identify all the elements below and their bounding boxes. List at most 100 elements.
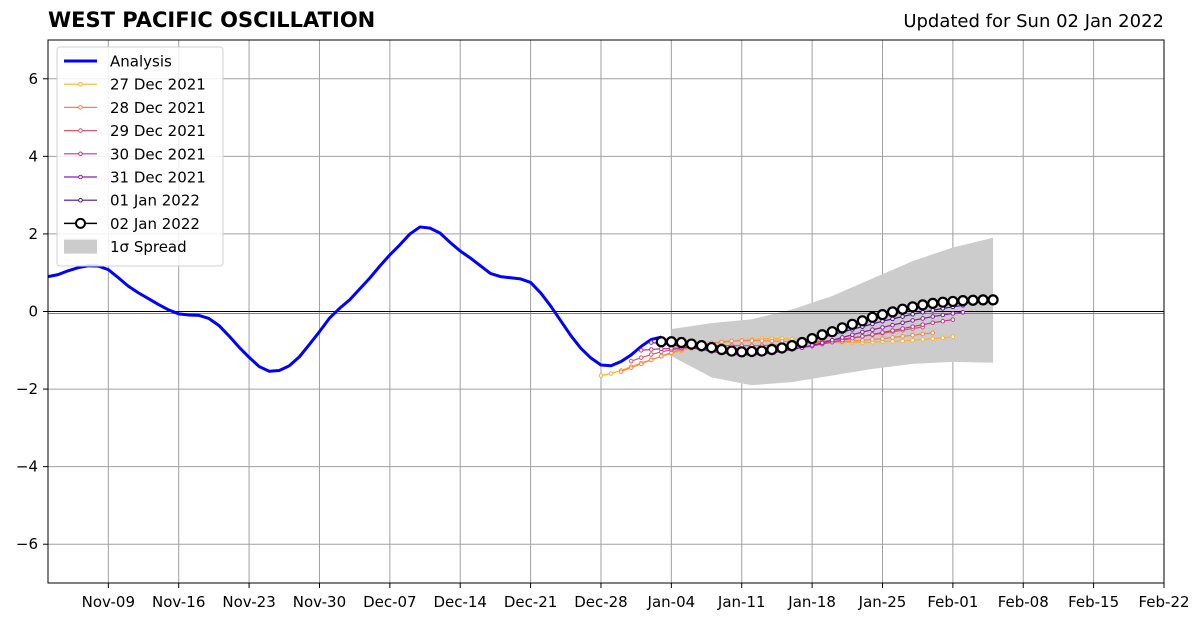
forecast-point <box>947 295 959 308</box>
forecast-point <box>907 301 919 313</box>
forecast-point <box>675 336 688 349</box>
x-tick-label: Nov-09 <box>82 593 135 611</box>
y-tick-label: 2 <box>28 225 38 243</box>
forecast-point <box>766 343 778 356</box>
x-tick-label: Feb-01 <box>927 593 978 611</box>
forecast-point <box>628 365 634 371</box>
forecast-point <box>658 346 664 352</box>
forecast-point <box>920 316 926 321</box>
forecast-point <box>927 297 939 309</box>
zero-line-layer <box>48 311 1164 314</box>
x-tick-label: Jan-18 <box>787 593 836 611</box>
forecast-point <box>648 357 654 363</box>
forecast-point <box>910 332 915 338</box>
x-tick-label: Jan-11 <box>717 593 766 611</box>
forecast-point <box>940 335 946 341</box>
forecast-point <box>759 338 765 343</box>
forecast-point <box>950 317 956 322</box>
forecast-point <box>870 337 875 342</box>
forecast-point <box>850 332 855 338</box>
forecast-point <box>856 315 868 327</box>
forecast-point <box>900 314 905 319</box>
forecast-point <box>917 299 929 311</box>
forecast-point <box>776 342 788 354</box>
forecast-point <box>910 311 915 317</box>
forecast-point <box>890 322 895 328</box>
forecast-point <box>987 294 999 306</box>
forecast-series <box>655 294 999 358</box>
legend-marker <box>78 197 83 203</box>
legend-item: 30 Dec 2021 <box>64 145 206 163</box>
forecast-point <box>930 308 936 313</box>
forecast-point <box>876 309 889 321</box>
forecast-point <box>900 338 905 344</box>
x-tick-label: Jan-25 <box>858 593 907 611</box>
forecast-point <box>736 346 748 358</box>
forecast-point <box>940 318 946 324</box>
legend-item: 28 Dec 2021 <box>64 99 206 117</box>
forecast-point <box>796 336 808 349</box>
forecast-point <box>860 334 865 339</box>
forecast-point <box>739 338 745 343</box>
x-tick-label: Jan-04 <box>647 593 696 611</box>
forecast-point <box>756 345 768 357</box>
forecast-point <box>685 338 698 350</box>
forecast-point <box>608 371 614 376</box>
forecast-point <box>769 338 775 344</box>
forecast-point <box>655 336 667 348</box>
forecast-point <box>846 318 858 330</box>
forecast-point <box>890 335 895 340</box>
legend-label: 30 Dec 2021 <box>110 145 206 163</box>
forecast-point <box>930 320 936 326</box>
x-tick-label: Dec-21 <box>504 593 558 611</box>
x-tick-label: Dec-07 <box>363 593 417 611</box>
forecast-point <box>648 352 654 357</box>
forecast-point <box>930 330 936 336</box>
forecast-point <box>819 340 825 346</box>
x-tick-label: Dec-14 <box>433 593 487 611</box>
legend-marker <box>78 105 83 110</box>
legend-label: 27 Dec 2021 <box>110 76 206 94</box>
legend-marker <box>75 217 86 229</box>
x-tick-label: Feb-15 <box>1068 593 1119 611</box>
forecast-point <box>900 334 905 339</box>
forecast-point <box>816 329 828 341</box>
chart-title: WEST PACIFIC OSCILLATION <box>48 8 376 32</box>
forecast-point <box>638 361 644 367</box>
legend-box <box>56 46 224 267</box>
forecast-point <box>957 295 969 307</box>
forecast-point <box>940 312 946 318</box>
forecast-point <box>900 326 905 331</box>
forecast-point <box>638 347 644 353</box>
forecast-point <box>806 333 818 345</box>
forecast-point <box>920 322 926 327</box>
axes-layer: Nov-09 Nov-16 Nov-23 Nov-30 Dec-07 Dec-14 Dec-… <box>16 39 1190 611</box>
forecast-point <box>880 336 885 341</box>
y-tick-label: −6 <box>16 535 38 553</box>
forecast-point <box>950 334 956 340</box>
legend-item: 31 Dec 2021 <box>64 169 206 187</box>
legend-item: 01 Jan 2022 <box>64 192 200 210</box>
forecast-point <box>749 338 755 343</box>
forecast-point <box>729 338 734 344</box>
legend-label: 1σ Spread <box>110 238 187 256</box>
forecast-point <box>826 326 838 338</box>
legend-label: 02 Jan 2022 <box>110 215 200 233</box>
legend-label: 29 Dec 2021 <box>110 122 206 140</box>
chart-subtitle: Updated for Sun 02 Jan 2022 <box>903 11 1164 32</box>
forecast-point <box>890 328 895 333</box>
forecast-point <box>719 339 724 345</box>
forecast-point <box>705 341 718 354</box>
forecast-point <box>786 340 798 352</box>
legend-item: 27 Dec 2021 <box>64 76 206 94</box>
y-tick-label: 6 <box>28 70 38 88</box>
forecast-point <box>716 343 728 356</box>
series-layer <box>47 225 999 378</box>
legend-swatch <box>64 239 97 254</box>
legend-marker <box>78 128 83 133</box>
forecast-point <box>920 331 926 337</box>
forecast-point <box>658 353 664 359</box>
legend-item: 02 Jan 2022 <box>64 215 200 233</box>
legend-marker <box>78 174 83 180</box>
forecast-point <box>950 311 956 316</box>
